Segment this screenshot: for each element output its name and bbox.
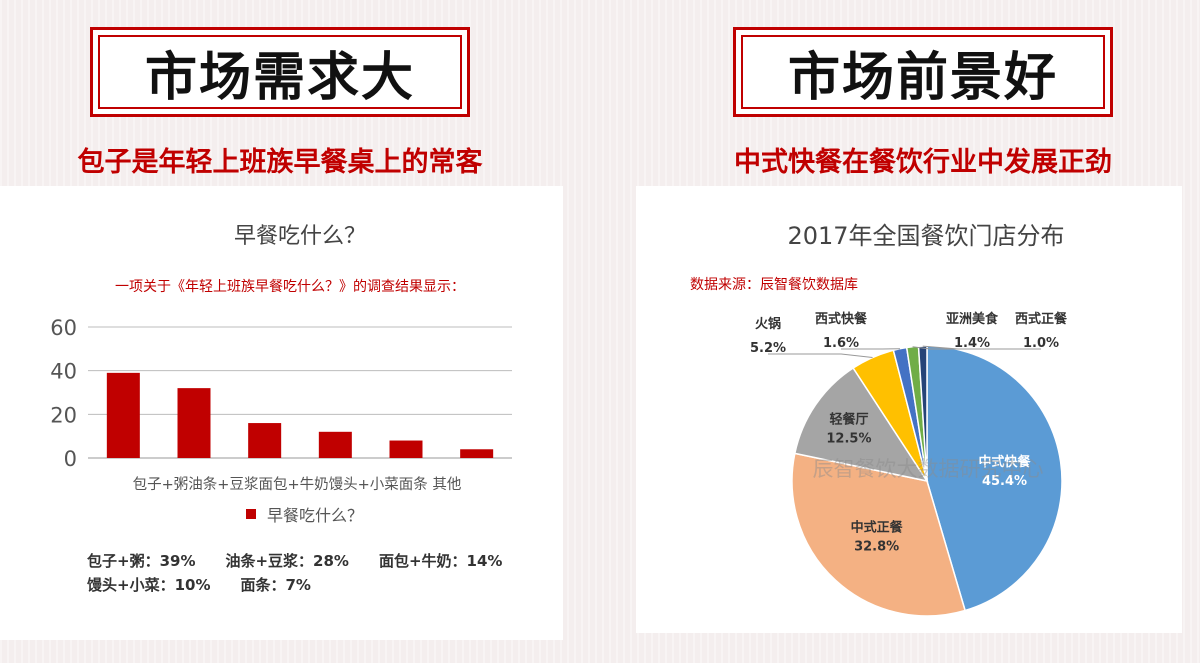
pie-chart-panel: 2017年全国餐饮门店分布数据来源：辰智餐饮数据库中式快餐 45.4% 中式正餐 32… xyxy=(636,186,1182,633)
chart-title: 2017年全国餐饮门店分布 xyxy=(787,222,1064,250)
bar-chart: 早餐吃什么？ 一项关于《年轻上班族早餐吃什么？》的调查结果显示： 0 20 40 60 包子… xyxy=(50,224,512,525)
bar xyxy=(106,372,140,458)
slice-label: 中式正餐 xyxy=(851,520,904,536)
slice-label: 轻餐厅 xyxy=(829,412,868,428)
slice-label: 中式快餐 xyxy=(978,454,1031,470)
bar xyxy=(177,388,211,458)
left-heading-box: 市场需求大 xyxy=(90,27,470,117)
right-heading-box: 市场前景好 xyxy=(733,27,1113,117)
right-subheading: 中式快餐在餐饮行业中发展正劲 xyxy=(734,147,1112,178)
right-heading: 市场前景好 xyxy=(787,46,1058,108)
watermark: 辰智餐饮大数据研究中心 xyxy=(813,457,1044,481)
slice-label: 亚洲美食 xyxy=(946,311,999,327)
pie-slice xyxy=(791,452,967,617)
stat-item: 面条：7% xyxy=(240,576,311,594)
chart-subtitle: 数据来源：辰智餐饮数据库 xyxy=(690,277,858,293)
y-tick-label: 60 xyxy=(50,316,77,340)
leader-line xyxy=(922,345,1041,350)
slice-value: 32.8% xyxy=(854,540,899,555)
chart-title: 早餐吃什么？ xyxy=(234,224,366,249)
x-axis-label: 包子+粥油条+豆浆面包+牛奶馒头+小菜面条 其他 xyxy=(133,475,462,493)
slice-value: 45.4% xyxy=(982,474,1027,489)
chart-subtitle: 一项关于《年轻上班族早餐吃什么？》的调查结果显示： xyxy=(115,279,465,295)
y-tick-label: 20 xyxy=(50,403,77,427)
slice-value: 12.5% xyxy=(826,432,871,447)
slice-label: 西式快餐 xyxy=(815,311,868,327)
slice-value: 1.6% xyxy=(823,336,859,351)
bar xyxy=(318,431,352,458)
pie-slice xyxy=(793,366,929,483)
stat-item: 面包+牛奶：14% xyxy=(378,552,503,570)
left-subheading: 包子是年轻上班族早餐桌上的常客 xyxy=(77,147,483,178)
y-tick-label: 40 xyxy=(50,360,77,384)
stats-block: 包子+粥：39% 油条+豆浆：28% 面包+牛奶：14% 馒头+小菜：10% 面条：7… xyxy=(87,549,532,597)
stats-line-2: 馒头+小菜：10% 面条：7% xyxy=(87,573,532,597)
bar-chart-panel: 早餐吃什么？ 一项关于《年轻上班族早餐吃什么？》的调查结果显示： 0 20 40 60 包子… xyxy=(0,186,563,640)
y-tick-label: 0 xyxy=(64,447,77,471)
stat-item: 馒头+小菜：10% xyxy=(87,576,211,594)
pie-slice xyxy=(926,345,1063,612)
legend-label: 早餐吃什么？ xyxy=(267,506,363,525)
bar xyxy=(248,423,282,458)
stat-item: 油条+豆浆：28% xyxy=(225,552,349,570)
bar xyxy=(460,449,494,458)
left-heading: 市场需求大 xyxy=(144,46,415,108)
slice-label: 西式正餐 xyxy=(1015,311,1068,327)
slice-value: 1.4% xyxy=(954,336,990,351)
legend-swatch xyxy=(246,509,256,519)
slice-value: 1.0% xyxy=(1023,336,1059,351)
slice-value: 5.2% xyxy=(750,341,786,356)
leader-line xyxy=(768,353,873,358)
bar xyxy=(389,440,423,458)
stat-item: 包子+粥：39% xyxy=(87,552,196,570)
stats-line-1: 包子+粥：39% 油条+豆浆：28% 面包+牛奶：14% xyxy=(87,549,532,573)
slice-label: 火锅 xyxy=(755,316,781,332)
